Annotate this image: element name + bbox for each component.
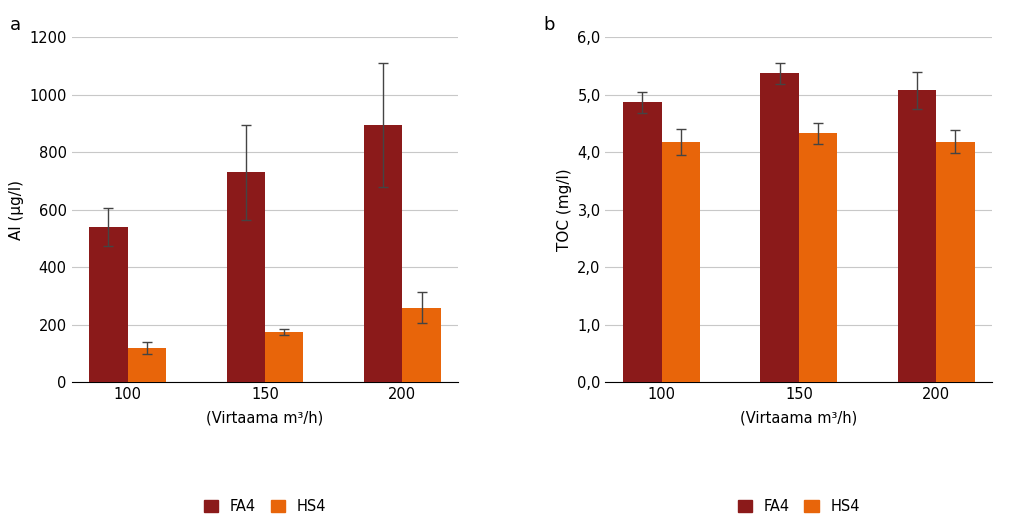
Bar: [662, 142, 700, 382]
Legend: FA4, HS4: FA4, HS4: [731, 493, 866, 520]
Bar: [936, 142, 975, 382]
X-axis label: (Virtaama m³/h): (Virtaama m³/h): [207, 410, 323, 425]
Bar: [89, 227, 128, 382]
Text: a: a: [9, 16, 20, 35]
X-axis label: (Virtaama m³/h): (Virtaama m³/h): [741, 410, 857, 425]
Text: b: b: [543, 16, 555, 35]
Bar: [402, 307, 441, 382]
Bar: [364, 125, 402, 382]
Bar: [128, 348, 166, 382]
Bar: [265, 332, 304, 382]
Bar: [623, 102, 662, 382]
Legend: FA4, HS4: FA4, HS4: [197, 493, 332, 520]
Bar: [799, 133, 838, 382]
Bar: [760, 73, 799, 382]
Y-axis label: Al (μg/l): Al (μg/l): [9, 180, 24, 239]
Bar: [226, 173, 265, 382]
Bar: [898, 90, 936, 382]
Y-axis label: TOC (mg/l): TOC (mg/l): [557, 168, 572, 251]
